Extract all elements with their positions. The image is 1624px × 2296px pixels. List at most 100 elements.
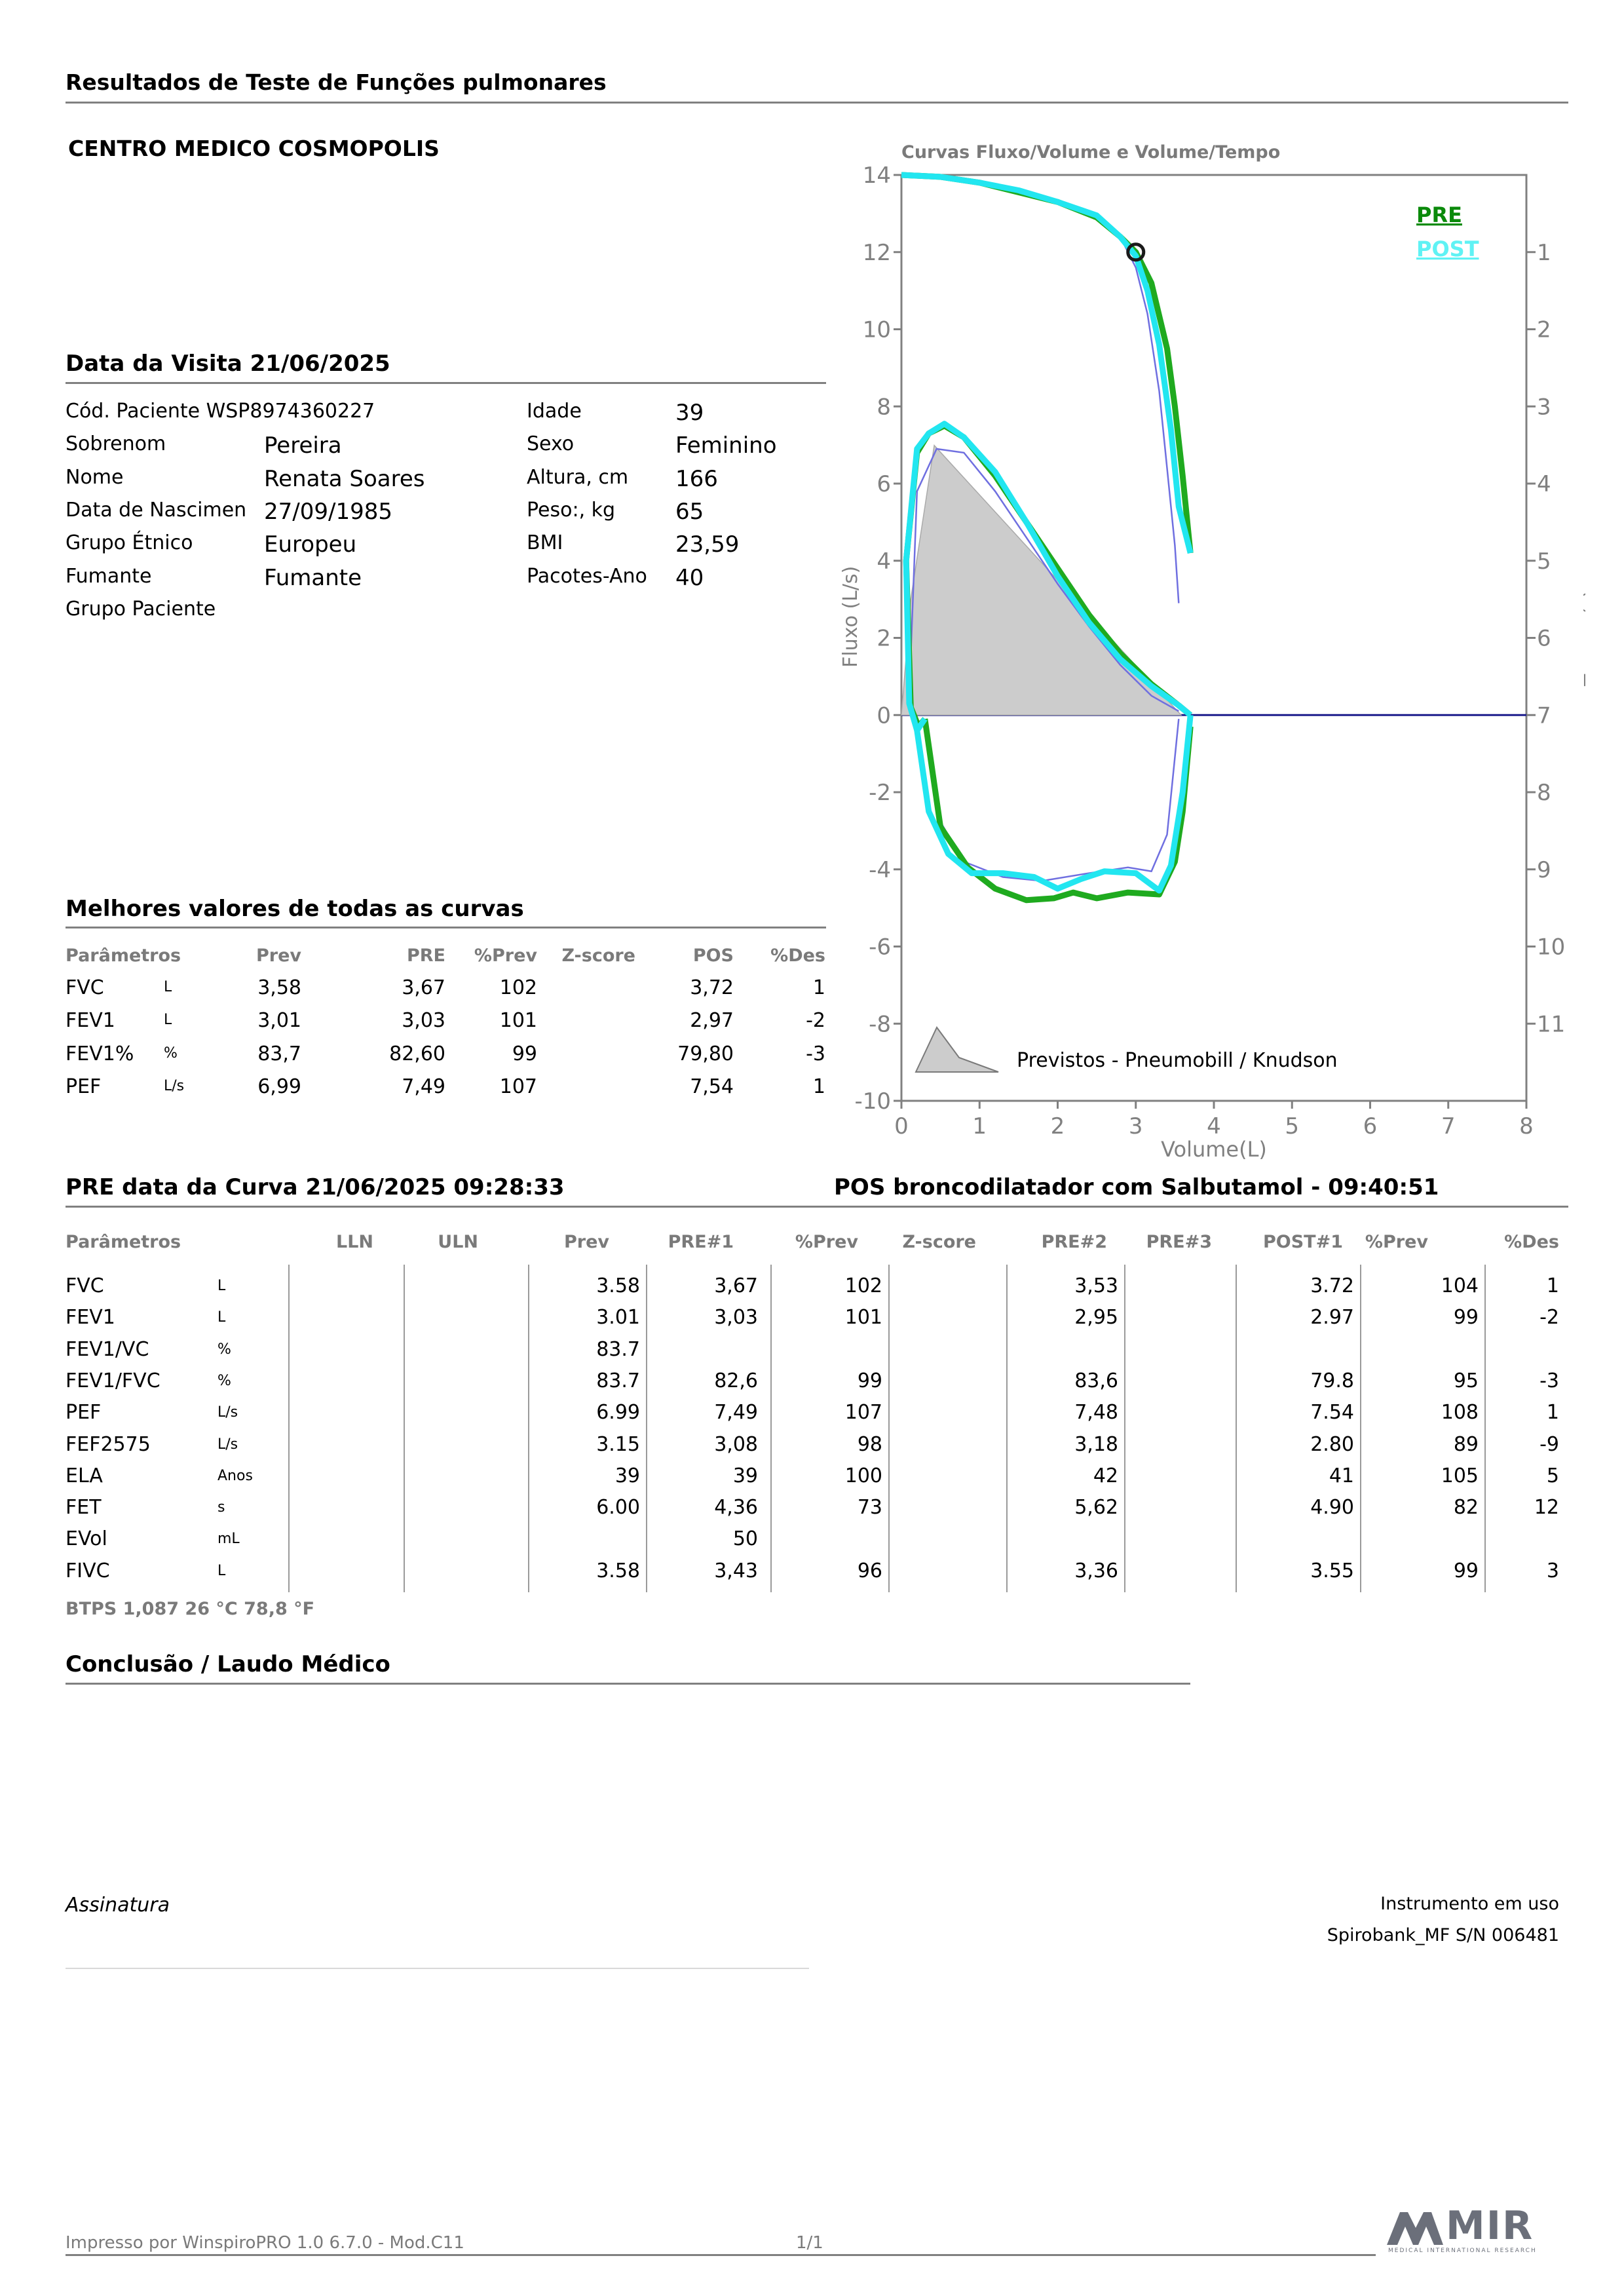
curve-cell-pre1: 3,67 [714,1274,758,1297]
curve-cell-pprev: 107 [844,1401,882,1424]
label-grupo-paciente: Grupo Paciente [66,598,216,621]
best-header-prev: Prev [255,946,301,966]
curve-header: Prev [563,1232,609,1252]
table-column-divider [1484,1265,1486,1592]
best-header-param: Parâmetros [66,946,181,966]
x-tick-label: 2 [1051,1113,1065,1139]
x-tick-label: 1 [972,1113,987,1139]
mir-logo-icon [1387,2212,1443,2245]
thin-curve-flow-volume [908,448,1179,712]
y-tick-label: -4 [869,857,891,883]
y2-tick-label: 8 [1537,780,1551,806]
best-cell-prev: 3,58 [257,976,301,999]
best-cell-pprev: 99 [512,1043,537,1065]
y2-tick-label: 1 [1537,240,1551,266]
curve-cell-pprev2: 82 [1453,1496,1479,1519]
y-tick-label: 0 [877,702,891,729]
curve-cell-post1: 41 [1329,1464,1354,1487]
curve-cell-pprev: 101 [844,1306,882,1329]
label-fumante: Fumante [66,565,152,588]
curve-cell-param: EVol [66,1527,107,1550]
curve-cell-pre1: 7,49 [714,1401,758,1424]
footer-rule [66,2254,1376,2256]
value-grupo-etnico: Europeu [264,531,357,558]
curve-cell-pprev2: 89 [1453,1433,1479,1456]
legend-pre: PRE [1416,202,1462,227]
best-cell-unit: % [164,1045,178,1062]
conclusion-rule [66,1683,1190,1685]
y2-axis-label: Tempo (s) [1581,590,1585,687]
curve-cell-unit: L/s [217,1404,238,1421]
curve-cell-post1: 7.54 [1310,1401,1354,1424]
predicted-legend-label: Previstos - Pneumobill / Knudson [1017,1049,1338,1072]
curve-cell-pprev: 99 [857,1369,882,1392]
value-pacotes: 40 [675,565,704,591]
curve-cell-unit: L/s [217,1436,238,1453]
instrument-label: Instrumento em uso [1380,1894,1559,1914]
curve-cell-unit: mL [217,1531,240,1547]
y2-tick-label: 9 [1537,857,1551,883]
curve-cell-des: 3 [1546,1559,1559,1582]
value-fumante: Fumante [264,565,362,591]
y-tick-label: 12 [863,240,891,266]
chart-title: Curvas Fluxo/Volume e Volume/Tempo [901,142,1280,163]
predicted-legend-icon [915,1026,999,1073]
curve-cell-pprev: 100 [844,1464,882,1487]
best-cell-pos: 2,97 [690,1009,734,1032]
patient-code: Cód. Paciente WSP8974360227 [66,400,375,423]
curve-cell-pre1: 82,6 [714,1369,758,1392]
x-tick-label: 7 [1441,1113,1456,1139]
signature-line [66,1968,809,1969]
curve-cell-pre2: 83,6 [1074,1369,1118,1392]
y2-tick-label: 6 [1537,626,1551,652]
curve-cell-pre1: 39 [732,1464,758,1487]
label-nascimento: Data de Nascimen [66,499,247,522]
instrument-device: Spirobank_MF S/N 006481 [1327,1925,1559,1945]
table-column-divider [1006,1265,1008,1592]
x-tick-label: 0 [894,1113,909,1139]
curve-cell-prev: 83.7 [596,1369,640,1392]
curve-header: %Prev [795,1232,858,1252]
curve-cell-post1: 79.8 [1310,1369,1354,1392]
value-nascimento: 27/09/1985 [264,499,392,525]
printed-by: Impresso por WinspiroPRO 1.0 6.7.0 - Mod… [66,2233,464,2253]
curve-cell-pre1: 3,43 [714,1559,758,1582]
best-header-des: %Des [770,946,825,966]
value-altura: 166 [675,466,718,492]
table-column-divider [646,1265,647,1592]
table-column-divider [888,1265,890,1592]
best-title: Melhores valores de todas as curvas [66,896,524,922]
report-title: Resultados de Teste de Funções pulmonare… [66,69,607,95]
thin-curve-volume-time [1119,236,1180,603]
y-tick-label: 14 [863,163,891,189]
curve-cell-param: FEV1/FVC [66,1369,161,1392]
best-cell-param: PEF [66,1075,102,1098]
table-column-divider [770,1265,772,1592]
curve-cell-post1: 3.72 [1310,1274,1354,1297]
label-pacotes: Pacotes-Ano [527,565,647,588]
label-peso: Peso:, kg [527,499,616,522]
y2-tick-label: 3 [1537,394,1551,420]
curve-pre-title: PRE data da Curva 21/06/2025 09:28:33 [66,1174,565,1200]
y2-tick-label: 11 [1537,1011,1565,1037]
page-number: 1/1 [796,2233,823,2253]
curve-cell-prev: 3.58 [596,1559,640,1582]
curve-header: Z-score [902,1232,976,1252]
y-tick-label: 4 [877,548,891,575]
curve-cell-pre2: 7,48 [1074,1401,1118,1424]
thin-curve-inspiratory [935,718,1180,882]
curve-cell-pprev2: 99 [1453,1306,1479,1329]
best-cell-pos: 7,54 [690,1075,734,1098]
curve-header: PRE#2 [1041,1232,1107,1252]
curve-header: LLN [335,1232,373,1252]
curve-cell-pre1: 4,36 [714,1496,758,1519]
curve-cell-pre1: 3,03 [714,1306,758,1329]
best-cell-unit: L [164,979,172,995]
curve-cell-pprev2: 104 [1441,1274,1479,1297]
curve-cell-pre1: 50 [732,1527,758,1550]
curve-cell-prev: 3.58 [596,1274,640,1297]
mir-logo-subtitle: MEDICAL INTERNATIONAL RESEARCH [1388,2248,1537,2254]
curve-cell-param: ELA [66,1464,103,1487]
best-header-pos: POS [692,946,734,966]
visit-title: Data da Visita 21/06/2025 [66,351,390,377]
